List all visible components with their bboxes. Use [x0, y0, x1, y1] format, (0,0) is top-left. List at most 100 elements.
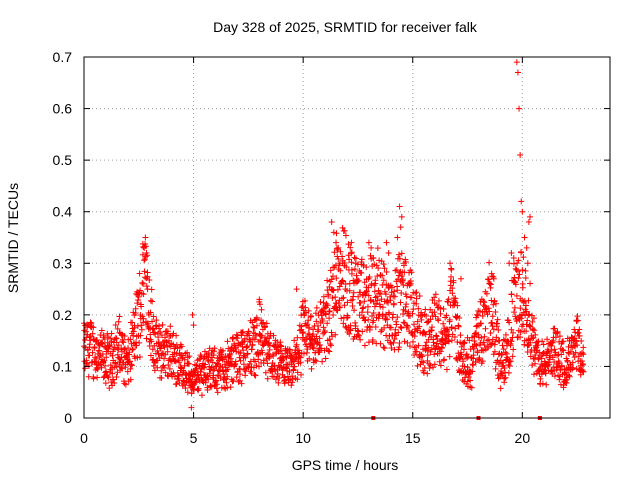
data-point: [329, 295, 336, 302]
data-point: [469, 361, 476, 368]
data-point: [507, 358, 514, 365]
data-point: [279, 350, 286, 357]
axis-ticks: [83, 56, 610, 419]
data-point: [351, 307, 358, 314]
data-point: [327, 340, 334, 347]
data-point: [359, 305, 366, 312]
data-point: [364, 309, 371, 316]
data-point: [507, 342, 514, 349]
data-point: [532, 360, 539, 367]
data-point: [513, 292, 520, 299]
data-point: [512, 281, 519, 288]
data-point: [223, 379, 230, 386]
data-point: [348, 266, 355, 273]
data-point: [383, 239, 390, 246]
data-point: [118, 332, 125, 339]
data-point: [261, 324, 268, 331]
data-point: [486, 308, 493, 315]
data-point: [509, 353, 516, 360]
data-point: [303, 322, 310, 329]
data-point: [438, 345, 445, 352]
data-point: [379, 304, 386, 311]
data-point: [467, 377, 474, 384]
y-tick-label: 0.2: [53, 307, 73, 323]
data-point: [381, 324, 388, 331]
data-point: [242, 354, 249, 361]
data-point: [513, 317, 520, 324]
data-point: [149, 326, 156, 333]
data-point: [230, 334, 237, 341]
data-point: [511, 304, 518, 311]
data-point: [551, 325, 558, 332]
data-point: [293, 286, 300, 293]
data-point: [398, 213, 405, 220]
data-point: [483, 290, 490, 297]
data-point: [515, 268, 522, 275]
data-point: [337, 304, 344, 311]
data-point: [112, 322, 119, 329]
data-point: [136, 353, 143, 360]
data-point: [385, 249, 392, 256]
x-tick-label: 10: [295, 430, 311, 446]
data-point: [403, 301, 410, 308]
data-point: [294, 376, 301, 383]
data-point: [351, 254, 358, 261]
data-point: [298, 371, 305, 378]
data-point: [375, 287, 382, 294]
data-point: [372, 280, 379, 287]
data-point: [326, 348, 333, 355]
data-point: [451, 334, 458, 341]
data-point: [127, 365, 134, 372]
data-point: [319, 358, 326, 365]
data-point: [286, 348, 293, 355]
data-point: [275, 379, 282, 386]
data-point: [352, 260, 359, 267]
data-point: [362, 291, 369, 298]
data-point: [431, 309, 438, 316]
data-point: [128, 361, 135, 368]
data-point: [149, 318, 156, 325]
data-point: [510, 329, 517, 336]
data-point: [349, 296, 356, 303]
data-point: [159, 363, 166, 370]
data-point: [340, 320, 347, 327]
data-point: [527, 280, 534, 287]
data-point: [398, 273, 405, 280]
x-tick-label: 15: [405, 430, 421, 446]
data-point: [397, 323, 404, 330]
data-point: [532, 352, 539, 359]
data-point: [339, 253, 346, 260]
data-point: [551, 358, 558, 365]
data-point: [232, 358, 239, 365]
data-point: [300, 334, 307, 341]
data-point: [529, 318, 536, 325]
data-point: [444, 326, 451, 333]
data-point: [290, 366, 297, 373]
data-point: [149, 298, 156, 305]
data-point: [312, 357, 319, 364]
data-point: [378, 296, 385, 303]
data-point: [357, 299, 364, 306]
data-point: [556, 359, 563, 366]
data-point: [152, 331, 159, 338]
data-point: [460, 339, 467, 346]
data-point: [415, 305, 422, 312]
data-point: [213, 381, 220, 388]
data-point: [147, 352, 154, 359]
x-tick-label: 20: [515, 430, 531, 446]
data-point: [477, 320, 484, 327]
data-point: [404, 323, 411, 330]
data-point: [313, 304, 320, 311]
y-axis-label: SRMTID / TECUs: [5, 183, 21, 293]
data-point: [316, 349, 323, 356]
data-point: [341, 227, 348, 234]
data-point: [522, 274, 529, 281]
data-point: [447, 260, 454, 267]
data-point: [252, 372, 259, 379]
data-point: [122, 381, 129, 388]
data-point: [435, 317, 442, 324]
y-tick-label: 0.3: [53, 255, 73, 271]
data-point: [475, 331, 482, 338]
data-point: [492, 338, 499, 345]
data-point: [578, 337, 585, 344]
